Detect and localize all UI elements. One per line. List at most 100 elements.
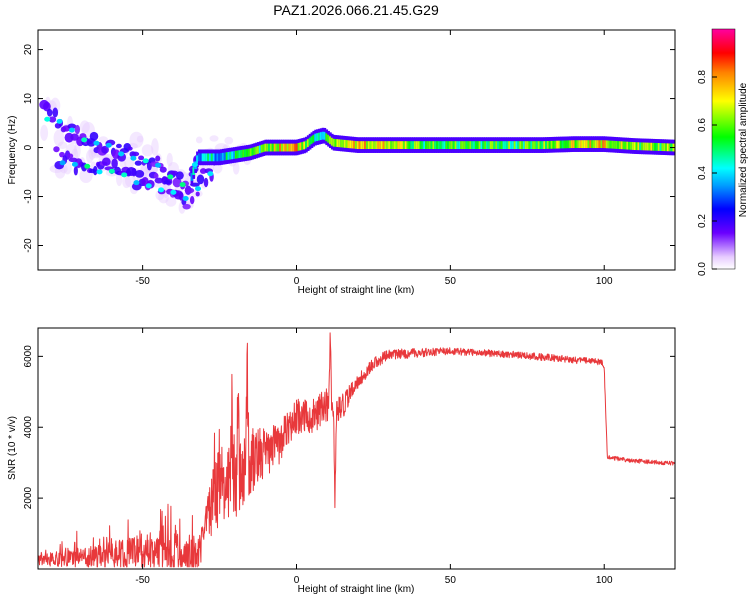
spectrogram-cell [604,140,607,149]
spectrogram-cell [495,141,498,150]
spectrogram-cell [92,165,98,176]
spectrogram-peak [207,171,214,177]
spectrogram-cell [184,187,195,194]
spectrogram-cell [127,146,133,151]
spectrogram-peak [93,140,100,146]
spectrogram-cell [469,141,473,150]
spectrogram-cell [234,150,238,159]
spectrogram-cell [281,143,284,152]
spectrogram-cell [399,141,402,150]
spectrogram-cell [570,140,574,149]
spectrogram-cell [666,143,670,152]
spectrogram-cell [522,141,526,150]
spectrogram-cell [637,142,641,151]
snr-x-tick-label: -50 [135,575,150,586]
spectrogram-cell [223,152,227,161]
spectrogram-cell [589,140,593,149]
spectrogram-cell [622,141,626,150]
spectrogram-cell [430,141,434,150]
spectrogram-cell [628,141,631,150]
spectrogram-cell [659,143,663,151]
spectrogram-peak [56,118,63,124]
spectrogram-cell [615,140,618,149]
spectrogram-cell [508,141,511,150]
spectrogram-cell [504,141,508,150]
spectrogram-cell [574,140,578,149]
spectrogram-cell [530,141,533,150]
spectrogram-halo [57,141,68,150]
spectrogram-cell [212,153,216,162]
spectrogram-cell [323,131,327,140]
spectrogram-cell [273,143,277,152]
spectrogram-cell [245,149,249,157]
spectrogram-cell [43,101,51,112]
spectrogram-cell [471,141,474,150]
spectrogram-cell [426,141,430,150]
spectrogram-peak [68,127,75,133]
spectrogram-halo [119,160,127,168]
spectrogram-cell [569,140,572,149]
spectrogram-cell [205,153,209,162]
snr-x-label: Height of straight line (km) [298,584,415,595]
spectrogram-cell [195,191,200,197]
spectrogram-cell [593,140,596,149]
spectrogram-cell [646,142,650,151]
spectrogram-cell [502,141,506,150]
spectrogram-cell [292,143,295,152]
spectrogram-cell [415,141,419,150]
spectrogram-cell [613,140,617,149]
spectrogram-cell [334,138,338,147]
spectrogram-cell [487,141,491,150]
spectrogram-cell [408,141,412,150]
spectrogram-cell [218,153,221,162]
spectrogram-cell [199,168,207,174]
spectrogram-cell [559,140,563,149]
spectrogram-x-tick-label: 0 [294,276,300,287]
spectrogram-cell [517,141,521,150]
spectrogram-cell [262,144,266,153]
spectrogram-cell [227,151,231,160]
spectrogram-cell [290,143,293,152]
spectrogram-cell [535,141,539,150]
spectrogram-cell [441,141,445,150]
spectrogram-cell [203,153,207,162]
spectrogram-cell [175,171,184,180]
snr-x-tick-label: 100 [596,575,613,586]
spectrogram-halo [129,131,144,148]
spectrogram-cell [639,142,642,151]
spectrogram-cell [251,147,255,156]
spectrogram-peak [179,182,186,188]
spectrogram-peak [84,163,91,169]
spectrogram-cell [617,141,620,149]
spectrogram-cell [362,141,365,150]
spectrogram-cell [524,141,528,150]
spectrogram-peak [191,162,198,168]
spectrogram-cell [295,143,299,152]
spectrogram-cell [74,124,81,135]
spectrogram-halo [195,136,203,144]
spectrogram-cell [395,141,399,150]
spectrogram-cell [539,141,543,150]
snr-panel: -50 0 50 100 2000 4000 6000 Height of straight… [7,327,676,595]
spectrogram-cell [417,141,421,150]
spectrogram-cell [591,140,594,149]
colorbar-tick-label: 0.2 [697,214,708,228]
spectrogram-cell [578,140,582,149]
spectrogram-cell [67,123,77,129]
spectrogram-x-tick-label: 50 [445,276,457,287]
spectrogram-cell [377,141,380,150]
spectrogram-cell [131,182,142,191]
snr-y-tick-label: 2000 [23,487,34,510]
snr-y-label: SNR (10 * v/v) [7,416,18,480]
spectrogram-cell [264,143,268,152]
spectrogram-cell [485,141,489,150]
spectrogram-cell [131,151,140,157]
spectrogram-cell [458,141,461,150]
spectrogram-cell [397,141,401,150]
spectrogram-cell [329,136,332,145]
spectrogram-cell [347,140,351,149]
spectrogram-cell [196,174,205,185]
spectrogram-x-tick-label: -50 [135,276,150,287]
spectrogram-y-tick-label: 20 [23,44,34,56]
spectrogram-cell [611,140,615,149]
